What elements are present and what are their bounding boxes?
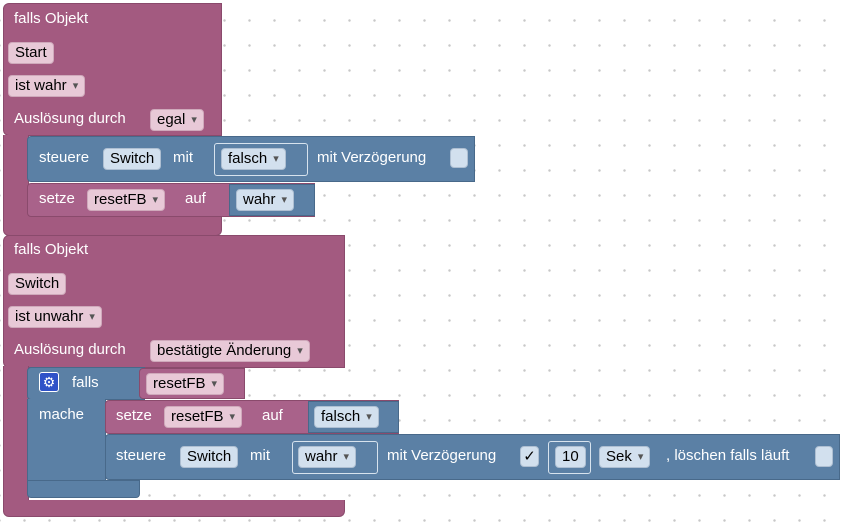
trigger-block-2-object[interactable]: Switch [8, 273, 67, 295]
set-block-2-value: falsch [321, 408, 361, 425]
set-block-2-on: auf [262, 407, 283, 424]
control-block-1-delay-label: mit Verzögerung [317, 149, 427, 166]
if-block-do-label: mache [39, 406, 85, 423]
control-block-2-delay-unit: Sek [606, 448, 632, 465]
trigger-block-2-title: falls Objekt [14, 241, 89, 258]
set-block-1-variable: resetFB [94, 191, 147, 208]
trigger-block-2-trigger-label: Auslösung durch [14, 341, 126, 358]
control-block-2-label: steuere [116, 447, 167, 464]
trigger-block-1-footer [3, 216, 222, 236]
control-block-2-delay-label: mit Verzögerung [387, 447, 497, 464]
control-block-2-with: mit [250, 447, 270, 464]
control-block-1-label: steuere [39, 149, 90, 166]
trigger-block-2-trigger-dropdown[interactable]: bestätigte Änderung [150, 340, 310, 362]
set-block-1-value: wahr [243, 191, 276, 208]
set-block-1-variable-dropdown[interactable]: resetFB [87, 189, 166, 211]
trigger-block-1-body-left [3, 135, 29, 220]
trigger-block-1-trigger-label: Auslösung durch [14, 110, 126, 127]
if-block-condition-var: resetFB [153, 375, 206, 392]
if-block-condition-dropdown[interactable]: resetFB [146, 373, 225, 395]
control-block-1-value: falsch [228, 150, 268, 167]
set-block-2-variable-dropdown[interactable]: resetFB [164, 406, 243, 428]
control-block-1-value-dropdown[interactable]: falsch [221, 148, 286, 170]
check-icon: ✓ [523, 448, 536, 465]
control-block-2-target[interactable]: Switch [180, 446, 239, 468]
trigger-block-1-object[interactable]: Start [8, 42, 54, 64]
control-block-1-delay-checkbox[interactable] [450, 148, 468, 168]
trigger-block-2-trigger-value: bestätigte Änderung [157, 342, 292, 359]
trigger-block-1-condition-dropdown[interactable]: ist wahr [8, 75, 86, 97]
trigger-block-1-trigger-dropdown[interactable]: egal [150, 109, 204, 131]
trigger-block-2-condition-dropdown[interactable]: ist unwahr [8, 306, 102, 328]
control-block-2-clear-checkbox[interactable] [815, 446, 833, 467]
trigger-block-1-title: falls Objekt [14, 10, 89, 27]
control-block-2-delay-unit-dropdown[interactable]: Sek [599, 446, 651, 468]
control-block-2-delay-value[interactable]: 10 [555, 446, 586, 468]
control-block-1-with: mit [173, 149, 193, 166]
set-block-2-value-dropdown[interactable]: falsch [314, 406, 379, 428]
set-block-1-on: auf [185, 190, 206, 207]
trigger-block-1-condition-value: ist wahr [15, 77, 67, 94]
control-block-2-value: wahr [305, 448, 338, 465]
trigger-block-2-footer [3, 500, 345, 517]
control-block-2-clear-label: , löschen falls läuft [666, 447, 790, 464]
control-block-2-value-dropdown[interactable]: wahr [298, 446, 357, 468]
control-block-2-delay-checkbox[interactable]: ✓ [520, 446, 539, 467]
set-block-1-value-dropdown[interactable]: wahr [236, 189, 295, 211]
trigger-block-1-trigger-value: egal [157, 111, 186, 128]
set-block-2-label: setze [116, 407, 152, 424]
set-block-2-variable: resetFB [171, 408, 224, 425]
trigger-block-2-condition-value: ist unwahr [15, 308, 84, 325]
set-block-1-label: setze [39, 190, 75, 207]
trigger-block-2-body-left [3, 366, 29, 506]
control-block-1-target[interactable]: Switch [103, 148, 162, 170]
gear-icon[interactable]: ⚙ [39, 372, 59, 392]
if-block-bottom [27, 480, 140, 498]
if-block-if-label: falls [72, 374, 99, 391]
